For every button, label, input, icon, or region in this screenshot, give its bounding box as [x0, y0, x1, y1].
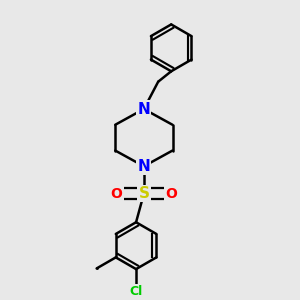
Text: O: O	[111, 187, 122, 201]
Text: N: N	[137, 159, 150, 174]
Text: N: N	[137, 101, 150, 116]
Text: Cl: Cl	[129, 285, 143, 298]
Text: O: O	[165, 187, 177, 201]
Text: S: S	[138, 186, 149, 201]
